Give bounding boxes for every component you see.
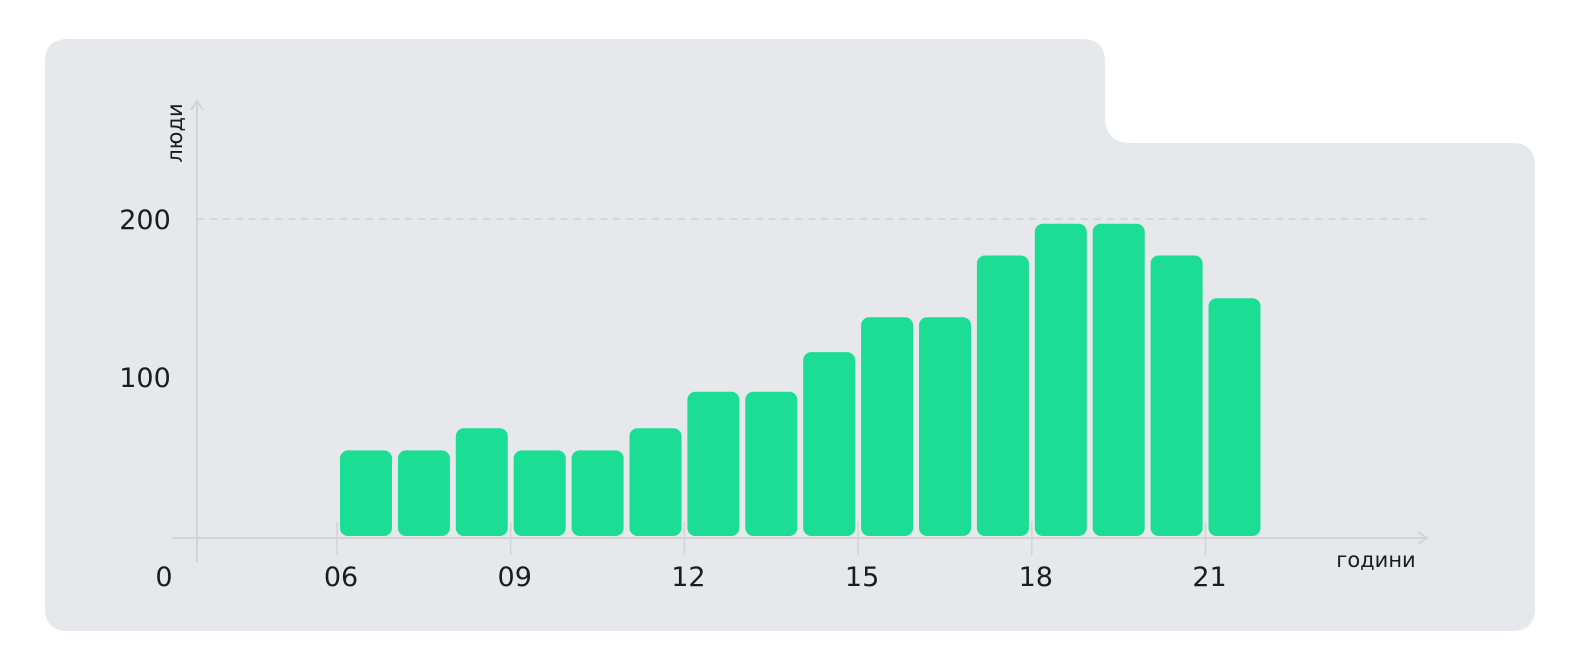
x-axis-arrow (1417, 531, 1429, 545)
bar-15 (861, 317, 914, 536)
x-tick-label: 06 (324, 562, 358, 593)
bar-12 (687, 391, 740, 536)
y-tick-labels: 0 100 200 (119, 205, 172, 593)
y-tick-label: 100 (119, 363, 171, 394)
bar-11 (629, 428, 682, 536)
x-tick-label: 18 (1019, 562, 1053, 593)
x-tick-label: 15 (845, 562, 879, 593)
bars (340, 223, 1261, 536)
bar-09 (513, 450, 566, 536)
bar-18 (1034, 223, 1087, 536)
x-tick-label: 12 (671, 562, 705, 593)
y-tick-label: 0 (155, 562, 172, 593)
bar-16 (919, 317, 971, 536)
x-tick-label: 21 (1192, 562, 1226, 593)
y-axis-label: люди (163, 103, 187, 162)
bar-14 (803, 352, 856, 536)
bar-19 (1092, 223, 1145, 536)
chart-panel (45, 39, 1535, 631)
bar-06 (340, 450, 392, 536)
bar-08 (455, 428, 508, 536)
y-axis-arrow (190, 99, 204, 111)
bar-13 (745, 391, 798, 536)
bar-07 (397, 450, 450, 536)
y-tick-label: 200 (119, 205, 171, 236)
bar-17 (976, 255, 1029, 536)
x-tick-labels: 06 09 12 15 18 21 (324, 522, 1227, 593)
bar-21 (1208, 298, 1261, 536)
bar-20 (1150, 255, 1203, 536)
x-axis-label: години (1336, 548, 1415, 572)
x-tick-label: 09 (498, 562, 532, 593)
bar-10 (571, 450, 624, 536)
